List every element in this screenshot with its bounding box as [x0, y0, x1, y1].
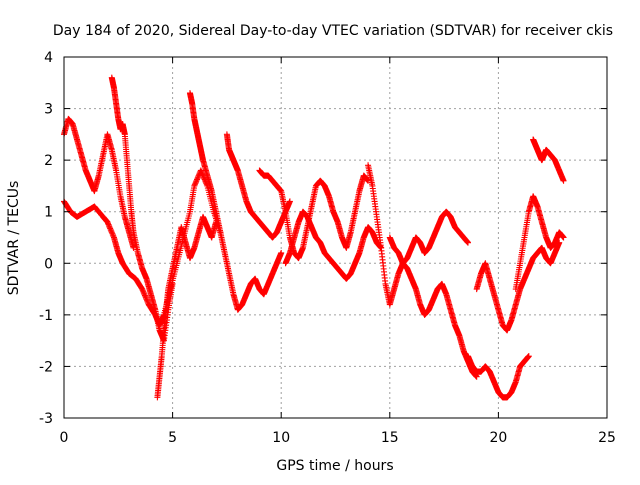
chart-title: Day 184 of 2020, Sidereal Day-to-day VTE…: [53, 23, 613, 39]
data-point: [473, 373, 480, 380]
y-tick-label: -1: [39, 308, 53, 324]
data-point: [278, 249, 285, 256]
series-track-10: [386, 208, 471, 267]
series-track-1: [61, 167, 224, 329]
series-track-14: [530, 136, 567, 184]
x-tick-label: 15: [381, 430, 399, 446]
plot-frame: [63, 56, 608, 419]
x-tick-label: 20: [489, 430, 507, 446]
series-track-12: [473, 239, 563, 334]
series-track-7: [256, 167, 372, 262]
series-track-8: [282, 208, 385, 282]
series-track-11: [464, 353, 532, 401]
series-track-5: [186, 90, 285, 313]
y-tick-label: 3: [44, 102, 53, 118]
y-tick-label: -3: [39, 411, 53, 427]
data-points: [61, 74, 567, 401]
y-tick-label: 4: [44, 50, 53, 66]
x-axis-label: GPS time / hours: [276, 458, 393, 474]
y-tick-label: 0: [44, 256, 53, 272]
data-point: [286, 198, 293, 205]
axis-ticks: 0 5 10 15 20 25 -3 -2 -1 0 1 2 3 4: [39, 50, 616, 446]
x-tick-label: 0: [60, 430, 69, 446]
series-track-4: [154, 213, 220, 401]
series-track-13: [512, 193, 567, 293]
y-tick-label: -2: [39, 359, 53, 375]
series-track-6: [223, 131, 293, 241]
x-tick-label: 5: [168, 430, 177, 446]
series-track-2: [61, 115, 137, 251]
data-point: [560, 234, 567, 241]
x-tick-label: 10: [272, 430, 290, 446]
y-tick-label: 2: [44, 153, 53, 169]
data-point: [464, 239, 471, 246]
x-tick-label: 25: [598, 430, 616, 446]
series-track-9: [365, 162, 480, 380]
data-point: [525, 353, 532, 360]
data-point: [560, 177, 567, 184]
y-axis-label: SDTVAR / TECUs: [6, 181, 22, 296]
y-tick-label: 1: [44, 205, 53, 221]
